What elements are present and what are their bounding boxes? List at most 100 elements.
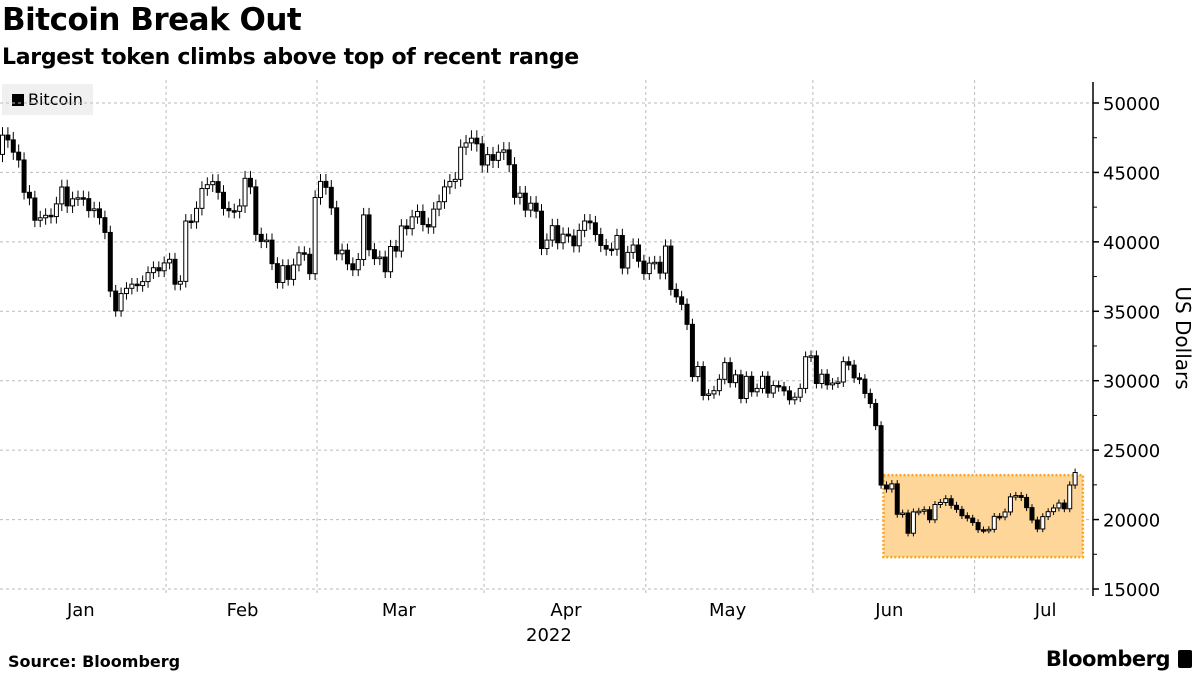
candle xyxy=(377,250,383,266)
candle-body xyxy=(835,381,841,385)
candle-body xyxy=(830,382,836,386)
candle-body xyxy=(673,288,679,298)
candle xyxy=(70,191,76,213)
candle-body xyxy=(258,233,264,242)
candle-body xyxy=(878,425,884,486)
candle xyxy=(64,179,70,213)
candle-body xyxy=(344,249,350,265)
candle xyxy=(700,361,706,401)
candle xyxy=(883,481,889,493)
candle-body xyxy=(274,263,280,283)
candle xyxy=(425,217,431,234)
candle xyxy=(835,377,841,389)
x-month-label: May xyxy=(709,600,747,621)
candle xyxy=(501,142,507,160)
x-year-label: 2022 xyxy=(526,625,572,646)
candle-body xyxy=(630,244,636,253)
candle-body xyxy=(452,178,458,182)
candle-body xyxy=(819,373,825,385)
candle-body xyxy=(883,484,889,490)
candle-body xyxy=(10,139,16,153)
candle xyxy=(555,218,561,250)
candle-body xyxy=(463,142,469,148)
candle-body xyxy=(652,261,658,265)
candle-body xyxy=(1024,496,1030,509)
candle xyxy=(657,255,663,280)
candle xyxy=(506,142,512,173)
candle-body xyxy=(420,210,426,226)
candle-body xyxy=(889,483,895,490)
candle xyxy=(10,131,16,160)
candle-body xyxy=(75,197,81,200)
candle xyxy=(927,506,933,524)
candle-body xyxy=(140,281,146,287)
candle-body xyxy=(560,233,566,244)
candle xyxy=(512,157,518,205)
candle-body xyxy=(792,396,798,401)
candle xyxy=(452,171,458,189)
candle xyxy=(873,398,879,431)
candle-body xyxy=(587,220,593,224)
candle-body xyxy=(1013,495,1019,498)
candle-body xyxy=(954,504,960,510)
candle xyxy=(344,243,350,271)
candle-body xyxy=(851,364,857,379)
candle-body xyxy=(188,220,194,224)
candle-body xyxy=(797,387,803,398)
candle-body xyxy=(339,249,345,255)
candle-body xyxy=(226,207,232,212)
candle-body xyxy=(377,256,383,260)
candle-body xyxy=(646,262,652,275)
candle-body xyxy=(393,245,399,252)
candle xyxy=(598,227,604,253)
candle xyxy=(350,257,356,277)
candle-body xyxy=(291,264,297,280)
candle-body xyxy=(366,214,372,251)
candle-body xyxy=(16,151,22,161)
candle xyxy=(851,359,857,383)
candle-body xyxy=(398,225,404,252)
candle xyxy=(781,381,787,396)
candle-body xyxy=(307,253,313,275)
candle-body xyxy=(1056,502,1062,509)
candle-body xyxy=(609,248,615,252)
source-note: Source: Bloomberg xyxy=(8,652,181,671)
candle xyxy=(307,247,313,280)
candle xyxy=(177,275,183,291)
candle xyxy=(269,233,275,271)
candle xyxy=(889,480,895,493)
candle xyxy=(517,185,523,205)
candle xyxy=(636,238,642,268)
candle xyxy=(479,135,485,173)
candle-body xyxy=(177,280,183,285)
candle-body xyxy=(641,260,647,275)
candle-body xyxy=(220,191,226,209)
candle-body xyxy=(1018,495,1024,498)
candle-body xyxy=(927,509,933,521)
candle-body xyxy=(937,501,943,506)
candle xyxy=(684,298,690,331)
candle-body xyxy=(318,180,324,199)
candle-body xyxy=(679,296,685,305)
candle-body xyxy=(161,262,167,272)
candle xyxy=(1072,468,1078,489)
x-month-label: Apr xyxy=(550,600,582,621)
candle-body xyxy=(70,198,76,207)
candle-body xyxy=(662,245,668,274)
candle xyxy=(415,204,421,224)
candle-body xyxy=(857,377,863,380)
candle xyxy=(123,282,129,300)
candle-body xyxy=(474,137,480,145)
candle xyxy=(792,392,798,405)
candle xyxy=(571,229,577,253)
candle xyxy=(846,356,852,371)
candle xyxy=(738,369,744,404)
candle-body xyxy=(388,245,394,273)
candle-body xyxy=(350,263,356,271)
candle-body xyxy=(447,180,453,188)
candle xyxy=(226,201,232,218)
candle xyxy=(716,374,722,396)
candle xyxy=(495,144,501,169)
candle xyxy=(231,203,237,219)
candle xyxy=(770,380,776,398)
